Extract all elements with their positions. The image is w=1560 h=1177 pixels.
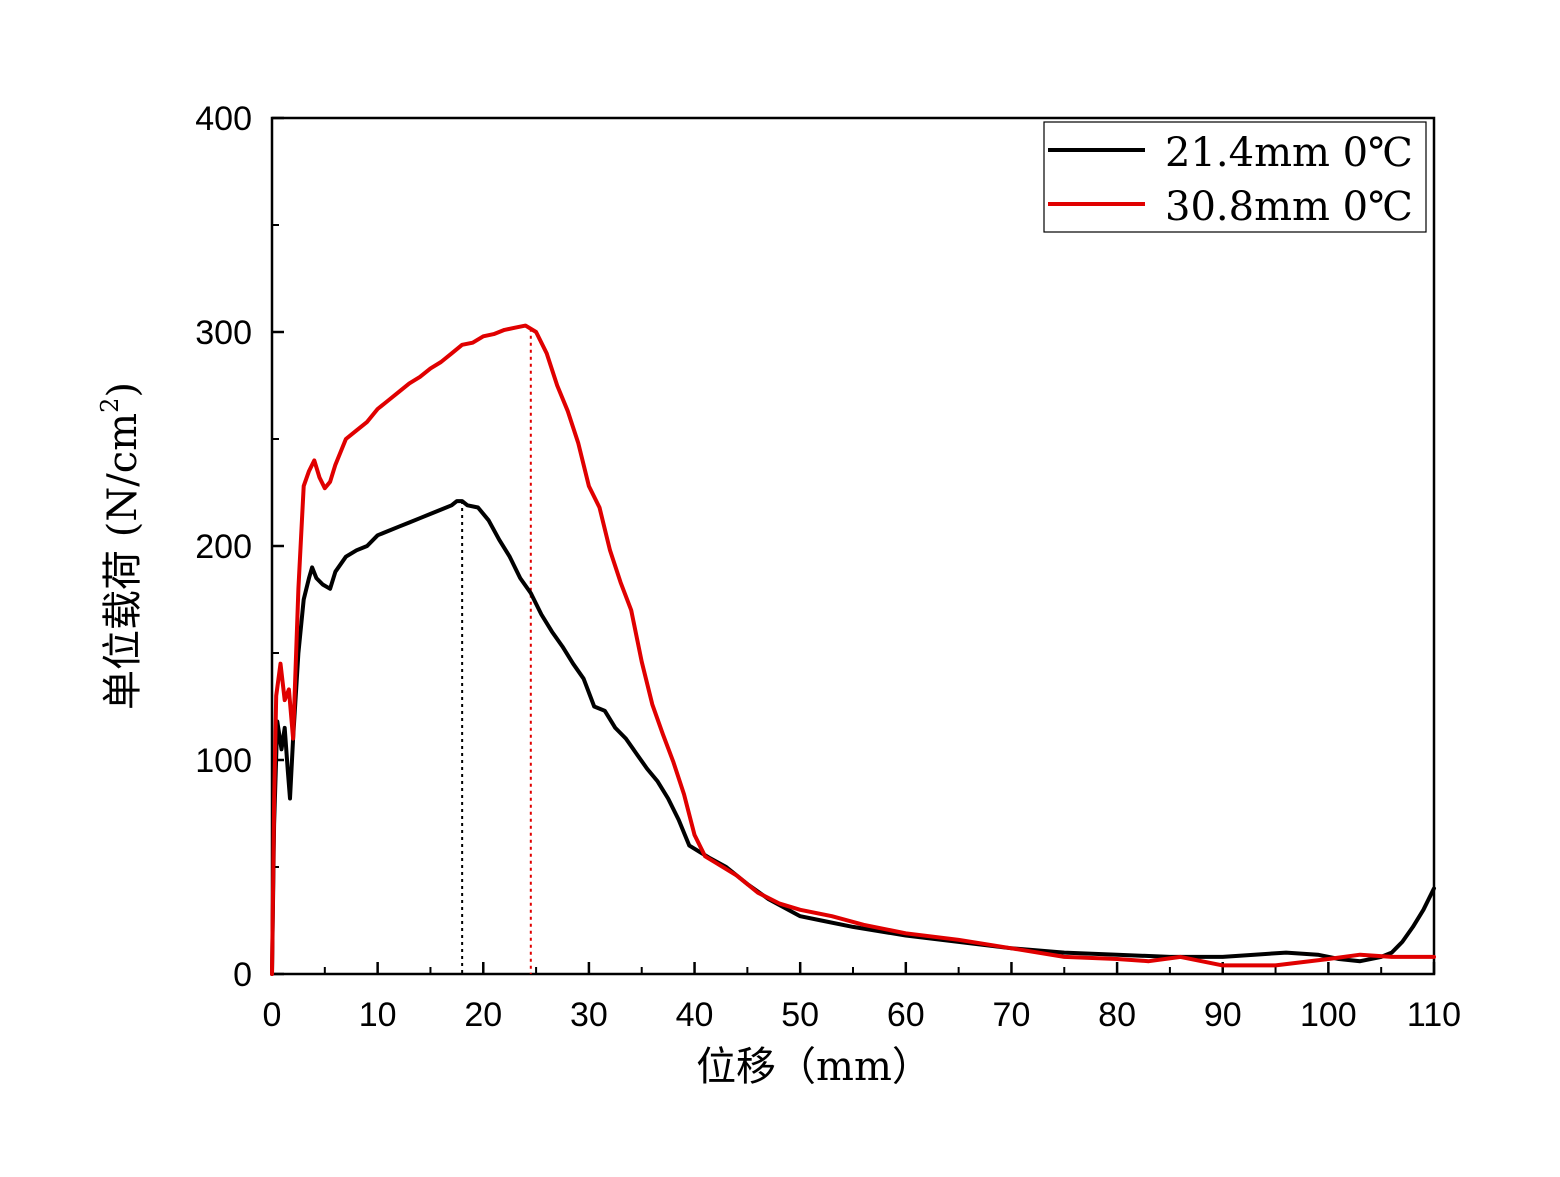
peak-markers [461, 328, 532, 974]
x-tick-label-7: 70 [993, 996, 1031, 1034]
legend-label-1: 30.8mm 0℃ [1165, 184, 1413, 230]
x-tick-label-10: 100 [1300, 996, 1357, 1034]
y-axis-title-close: ) [100, 382, 146, 398]
y-axis-title-sup: 2 [96, 398, 124, 413]
series-line-0 [270, 499, 1436, 976]
x-axis-ticks: 0 10 20 30 40 50 60 70 80 90 100 110 [263, 962, 1461, 1034]
y-tick-label-0: 0 [233, 956, 252, 994]
legend-label-0: 21.4mm 0℃ [1165, 130, 1413, 176]
x-tick-label-5: 50 [781, 996, 819, 1034]
plot-frame [270, 116, 1436, 976]
x-tick-label-9: 90 [1204, 996, 1242, 1034]
series-line-1 [270, 323, 1436, 976]
y-axis-ticks: 0 100 200 300 400 [195, 100, 284, 994]
x-tick-label-0: 0 [263, 996, 282, 1034]
x-tick-label-6: 60 [887, 996, 925, 1034]
x-tick-label-11: 110 [1407, 996, 1461, 1034]
x-tick-label-8: 80 [1098, 996, 1136, 1034]
y-tick-label-4: 400 [195, 100, 252, 138]
legend-box [1043, 121, 1427, 233]
x-tick-label-4: 40 [676, 996, 714, 1034]
y-tick-label-2: 200 [195, 528, 252, 566]
x-axis-title: 位移（mm） [696, 1044, 932, 1090]
y-axis-title-main: 单位载荷 (N/cm [100, 413, 146, 710]
x-tick-label-2: 20 [464, 996, 502, 1034]
x-tick-label-3: 30 [570, 996, 608, 1034]
y-axis-title: 单位载荷 (N/cm2) [96, 382, 146, 710]
x-tick-label-1: 10 [359, 996, 397, 1034]
legend: 21.4mm 0℃ 30.8mm 0℃ [1043, 121, 1427, 233]
y-tick-label-1: 100 [195, 742, 252, 780]
series-lines [270, 323, 1436, 976]
y-tick-label-3: 300 [195, 314, 252, 352]
